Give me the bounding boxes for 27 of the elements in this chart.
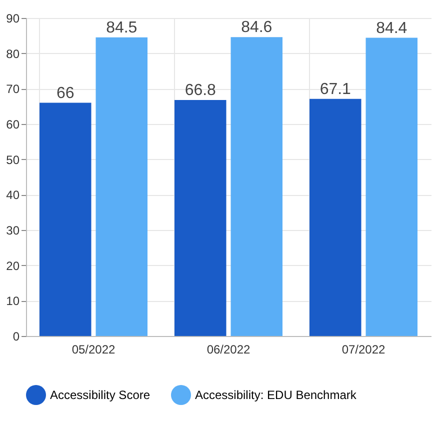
bar — [366, 38, 418, 336]
x-tick-label: 07/2022 — [342, 342, 386, 356]
data-label: 84.6 — [241, 19, 272, 36]
bar — [40, 102, 92, 336]
legend-label: Accessibility: EDU Benchmark — [195, 388, 358, 402]
y-tick-label: 20 — [6, 258, 20, 273]
bar — [310, 98, 362, 336]
data-label: 66.8 — [184, 82, 216, 99]
data-label: 84.5 — [106, 19, 138, 36]
y-tick-label: 0 — [12, 330, 20, 344]
y-tick-label: 70 — [6, 82, 20, 96]
bar — [96, 37, 148, 336]
y-tick-label: 90 — [6, 12, 20, 26]
y-tick-label: 40 — [6, 188, 20, 202]
y-tick-label: 10 — [6, 294, 20, 308]
legend-label: Accessibility Score — [50, 388, 150, 402]
y-tick-label: 50 — [6, 152, 20, 167]
y-tick-label: 80 — [6, 46, 20, 61]
data-label: 66 — [56, 84, 74, 102]
x-tick-label: 06/2022 — [206, 342, 251, 356]
y-tick-label: 30 — [6, 224, 20, 238]
data-label: 67.1 — [320, 80, 352, 98]
x-tick-label: 05/2022 — [72, 342, 116, 356]
bar — [230, 37, 282, 336]
bar — [174, 100, 226, 336]
data-label: 84.4 — [376, 20, 408, 37]
y-tick-label: 60 — [6, 118, 20, 132]
